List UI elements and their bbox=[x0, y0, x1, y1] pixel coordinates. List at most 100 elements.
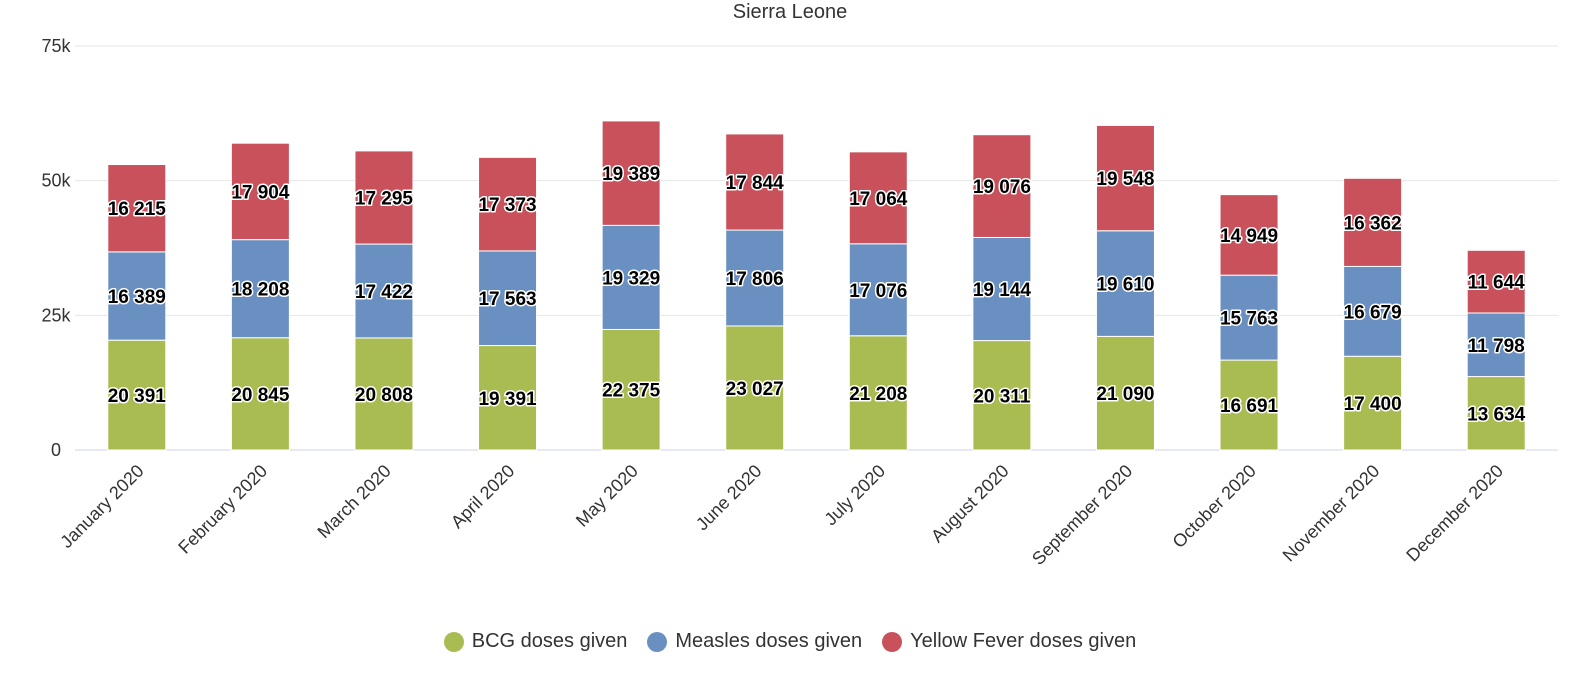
data-labels: 20 391 16 389 16 215 20 845 18 208 17 904 20 8… bbox=[106, 163, 1527, 427]
data-label: 22 375 bbox=[602, 381, 661, 402]
bar-segment[interactable] bbox=[725, 133, 785, 231]
data-label: 19 610 bbox=[1096, 275, 1154, 296]
bar-segment[interactable] bbox=[848, 151, 908, 245]
legend-swatch bbox=[443, 631, 464, 652]
y-tick-label: 75k bbox=[41, 36, 71, 56]
legend-item[interactable]: Measles doses given bbox=[647, 630, 862, 653]
bar-segment[interactable] bbox=[601, 120, 661, 226]
x-tick-label: August 2020 bbox=[927, 461, 1013, 547]
x-tick-label: October 2020 bbox=[1169, 461, 1260, 552]
data-label: 17 422 bbox=[355, 282, 413, 303]
bar-segment[interactable] bbox=[107, 251, 167, 341]
data-label: 20 311 bbox=[973, 386, 1030, 407]
data-label: 19 548 bbox=[1096, 169, 1154, 190]
bar-segment[interactable] bbox=[848, 243, 908, 337]
data-label: 18 208 bbox=[231, 280, 289, 301]
bar-segment[interactable] bbox=[230, 337, 290, 451]
data-label: 13 634 bbox=[1467, 404, 1526, 425]
x-tick-label: April 2020 bbox=[447, 461, 518, 532]
data-label: 17 806 bbox=[726, 269, 784, 290]
bar-segment[interactable] bbox=[107, 339, 167, 451]
x-tick-label: July 2020 bbox=[820, 461, 889, 530]
bar-segment[interactable] bbox=[107, 164, 167, 253]
data-label: 20 845 bbox=[231, 385, 290, 406]
data-label: 19 076 bbox=[973, 177, 1031, 198]
bar-segment[interactable] bbox=[1095, 230, 1155, 337]
bar-segment[interactable] bbox=[1343, 177, 1403, 267]
data-label: 16 389 bbox=[108, 287, 166, 308]
data-label: 17 904 bbox=[231, 182, 290, 203]
data-label: 21 090 bbox=[1096, 384, 1154, 405]
bars bbox=[107, 120, 1526, 451]
bar-segment[interactable] bbox=[230, 142, 290, 241]
y-axis-ticks: 0 25k 50k 75k bbox=[41, 36, 71, 460]
data-label: 20 391 bbox=[108, 386, 167, 407]
bar-segment[interactable] bbox=[1466, 312, 1526, 378]
bar-segment[interactable] bbox=[354, 337, 414, 451]
data-label: 19 391 bbox=[478, 389, 537, 410]
bar-segment[interactable] bbox=[848, 335, 908, 451]
data-label: 21 208 bbox=[849, 384, 907, 405]
data-label: 11 798 bbox=[1468, 336, 1525, 357]
data-label: 16 215 bbox=[108, 199, 167, 220]
legend-item[interactable]: Yellow Fever doses given bbox=[882, 630, 1136, 653]
data-label: 16 362 bbox=[1344, 213, 1402, 234]
bar-segment[interactable] bbox=[1219, 359, 1279, 451]
data-label: 17 076 bbox=[849, 281, 907, 302]
legend-swatch bbox=[882, 631, 903, 652]
bar-segment[interactable] bbox=[1219, 194, 1279, 276]
data-label: 17 400 bbox=[1344, 394, 1402, 415]
data-label: 15 763 bbox=[1220, 309, 1278, 330]
data-label: 17 563 bbox=[478, 289, 536, 310]
legend: BCG doses given Measles doses given Yellow… bbox=[0, 630, 1580, 658]
data-label: 14 949 bbox=[1220, 226, 1278, 247]
legend-label: Measles doses given bbox=[675, 630, 863, 652]
y-tick-label: 50k bbox=[41, 171, 71, 191]
x-axis-ticks: January 2020 February 2020 March 2020 April… bbox=[56, 461, 1507, 569]
data-label: 16 679 bbox=[1344, 302, 1402, 323]
data-label: 19 329 bbox=[602, 268, 660, 289]
x-tick-label: September 2020 bbox=[1028, 461, 1136, 569]
data-label: 11 644 bbox=[1468, 273, 1525, 294]
x-tick-label: January 2020 bbox=[56, 461, 147, 552]
bar-segment[interactable] bbox=[1095, 124, 1155, 232]
bar-segment[interactable] bbox=[1466, 249, 1526, 314]
bar-segment[interactable] bbox=[725, 325, 785, 451]
legend-item[interactable]: BCG doses given bbox=[443, 630, 628, 653]
x-tick-label: December 2020 bbox=[1402, 461, 1507, 566]
bar-segment[interactable] bbox=[354, 243, 414, 339]
bar-segment[interactable] bbox=[478, 250, 538, 347]
gridlines bbox=[75, 45, 1558, 451]
chart-title: Sierra Leone bbox=[733, 1, 848, 23]
x-tick-label: February 2020 bbox=[174, 461, 271, 558]
stacked-bar-chart: Sierra Leone 0 25k 50k 75k 20 391 16 389 16 2… bbox=[41, 1, 1558, 569]
data-label: 17 295 bbox=[355, 188, 414, 209]
y-tick-label: 0 bbox=[51, 440, 61, 460]
legend-swatch bbox=[647, 631, 668, 652]
x-tick-label: May 2020 bbox=[572, 461, 642, 531]
data-label: 19 144 bbox=[973, 280, 1032, 301]
data-label: 17 373 bbox=[478, 195, 536, 216]
data-label: 20 808 bbox=[355, 385, 413, 406]
y-tick-label: 25k bbox=[41, 305, 71, 325]
data-label: 19 389 bbox=[602, 164, 660, 185]
bar-segment[interactable] bbox=[478, 156, 538, 252]
bar-segment[interactable] bbox=[1095, 335, 1155, 451]
x-tick-label: June 2020 bbox=[692, 461, 766, 535]
legend-label: BCG doses given bbox=[471, 630, 628, 652]
x-tick-label: March 2020 bbox=[313, 461, 394, 542]
bar-segment[interactable] bbox=[601, 328, 661, 451]
x-tick-label: November 2020 bbox=[1279, 461, 1384, 566]
bar-segment[interactable] bbox=[725, 229, 785, 327]
data-label: 17 844 bbox=[726, 173, 785, 194]
bar-segment[interactable] bbox=[1466, 376, 1526, 451]
data-label: 16 691 bbox=[1220, 396, 1279, 417]
legend-label: Yellow Fever doses given bbox=[910, 630, 1137, 652]
data-label: 23 027 bbox=[726, 379, 784, 400]
bar-segment[interactable] bbox=[354, 150, 414, 245]
bar-segment[interactable] bbox=[230, 239, 290, 339]
data-label: 17 064 bbox=[849, 189, 908, 210]
bar-segment[interactable] bbox=[972, 340, 1032, 451]
bar-segment[interactable] bbox=[972, 134, 1032, 238]
